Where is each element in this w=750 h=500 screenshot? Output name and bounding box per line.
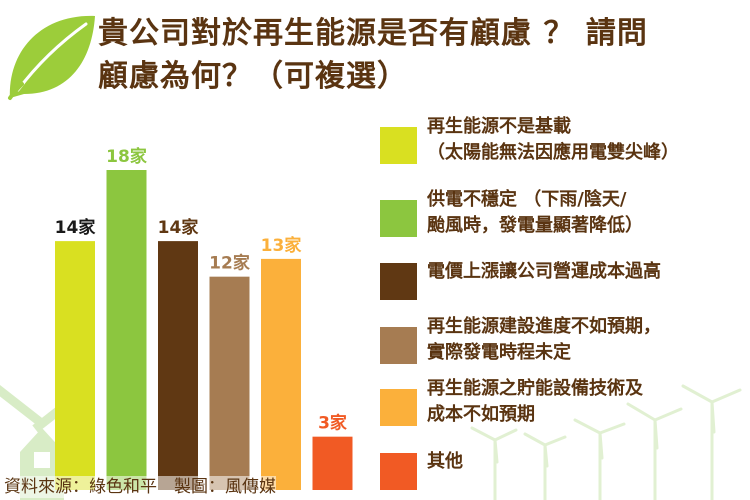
bar-value-label-6: 3家 xyxy=(318,413,347,434)
bar-value-label-2: 18家 xyxy=(106,146,147,167)
bar-5 xyxy=(261,258,301,490)
legend-label-5-line-2: 成本不如預期 xyxy=(427,404,535,425)
legend-swatch-6 xyxy=(380,453,417,490)
legend-label-6-line-1: 其他 xyxy=(427,451,463,472)
leaf-icon xyxy=(8,15,95,100)
wind-turbine-icon xyxy=(470,384,742,500)
legend-label-2-line-2: 颱風時，發電量顯著降低） xyxy=(427,215,643,236)
bar-value-labels: 14家 18家 14家 12家 13家 3家 xyxy=(55,146,347,434)
bar-group xyxy=(55,170,353,490)
legend-label-1-line-2: （太陽能無法因應用電雙尖峰） xyxy=(427,142,679,163)
chart-title-line-1: 貴公司對於再生能源是否有顧慮 ？ 請問 xyxy=(98,16,648,51)
bar-6 xyxy=(312,436,353,490)
legend-label-5: 再生能源之貯能設備技術及 成本不如預期 xyxy=(427,376,747,428)
legend-label-5-line-1: 再生能源之貯能設備技術及 xyxy=(427,378,643,399)
chart-title: 貴公司對於再生能源是否有顧慮 ？ 請問 顧慮為何？（可複選） xyxy=(98,12,748,98)
legend-label-3-line-1: 電價上漲讓公司營運成本過高 xyxy=(427,261,661,282)
bar-3 xyxy=(158,241,198,490)
bar-value-label-5: 13家 xyxy=(261,235,302,256)
legend-label-1-line-1: 再生能源不是基載 xyxy=(427,116,571,137)
legend-label-6: 其他 xyxy=(427,449,747,475)
legend-swatch-3 xyxy=(380,263,417,300)
legend-label-4: 再生能源建設進度不如預期， 實際發電時程未定 xyxy=(427,314,747,366)
bar-1 xyxy=(55,241,95,490)
bar-value-label-3: 14家 xyxy=(158,217,199,238)
bar-4 xyxy=(209,276,250,490)
legend-swatch-4 xyxy=(380,327,417,364)
legend-swatch-5 xyxy=(380,389,417,426)
bar-2 xyxy=(106,170,147,490)
legend-label-2-line-1: 供電不穩定 （下雨/陰天/ xyxy=(427,189,627,210)
legend-label-1: 再生能源不是基載 （太陽能無法因應用電雙尖峰） xyxy=(427,114,747,166)
legend-label-4-line-2: 實際發電時程未定 xyxy=(427,342,571,363)
legend-label-3: 電價上漲讓公司營運成本過高 xyxy=(427,259,747,285)
bar-value-label-4: 12家 xyxy=(209,253,250,274)
chart-title-line-2: 顧慮為何？（可複選） xyxy=(98,59,408,94)
legend-label-2: 供電不穩定 （下雨/陰天/颱風時，發電量顯著降低） xyxy=(427,187,747,239)
legend-label-4-line-1: 再生能源建設進度不如預期， xyxy=(427,316,661,337)
source-credit: 資料來源：綠色和平 製圖：風傳媒 xyxy=(4,476,276,498)
bar-value-label-1: 14家 xyxy=(55,217,96,238)
legend-swatch-2 xyxy=(380,200,417,237)
legend-swatch-1 xyxy=(380,127,417,164)
